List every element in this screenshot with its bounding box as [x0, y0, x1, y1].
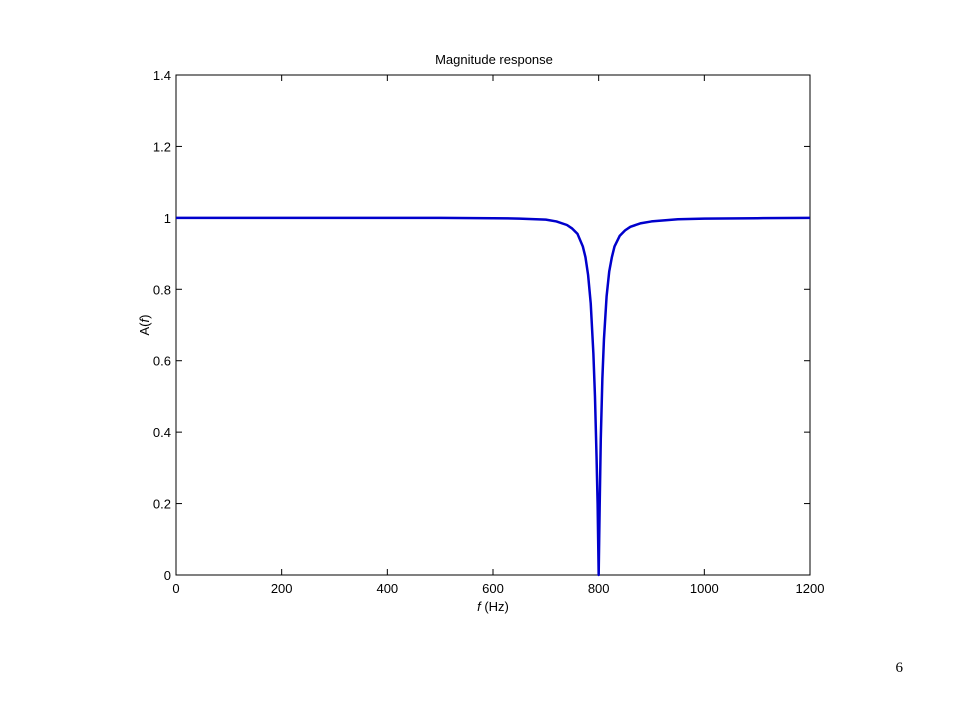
y-axis-label-var: f: [137, 317, 152, 322]
page-number: 6: [895, 660, 904, 676]
y-tick-label: 0.2: [153, 497, 171, 512]
x-axis-label: f (Hz): [477, 599, 509, 614]
x-tick-label: 800: [588, 581, 610, 596]
y-tick-label: 1.4: [153, 68, 171, 83]
y-tick-label: 1.2: [153, 139, 171, 154]
y-axis-ticks: 0 0.2 0.4 0.6 0.8 1 1.2 1.4: [153, 68, 810, 583]
x-tick-label: 0: [172, 581, 179, 596]
x-tick-label: 400: [376, 581, 398, 596]
y-axis-label-prefix: A(: [137, 322, 152, 336]
chart-title: Magnitude response: [435, 52, 553, 67]
x-axis-ticks: 0 200 400 600 800 1000 1200: [172, 75, 824, 596]
y-tick-label: 0.4: [153, 425, 171, 440]
series-line: [176, 216, 811, 577]
x-tick-label: 600: [482, 581, 504, 596]
y-tick-label: 1: [164, 211, 171, 226]
y-tick-label: 0: [164, 568, 171, 583]
x-tick-label: 1000: [690, 581, 719, 596]
y-axis-label-suffix: ): [137, 315, 152, 319]
x-axis-label-unit: (Hz): [481, 599, 509, 614]
y-tick-label: 0.6: [153, 354, 171, 369]
y-axis-label: A(f): [137, 315, 152, 336]
x-tick-label: 200: [271, 581, 293, 596]
y-tick-label: 0.8: [153, 282, 171, 297]
axes-frame: [175, 74, 811, 576]
x-tick-label: 1200: [796, 581, 825, 596]
x-axis-label-var: f: [477, 599, 482, 614]
